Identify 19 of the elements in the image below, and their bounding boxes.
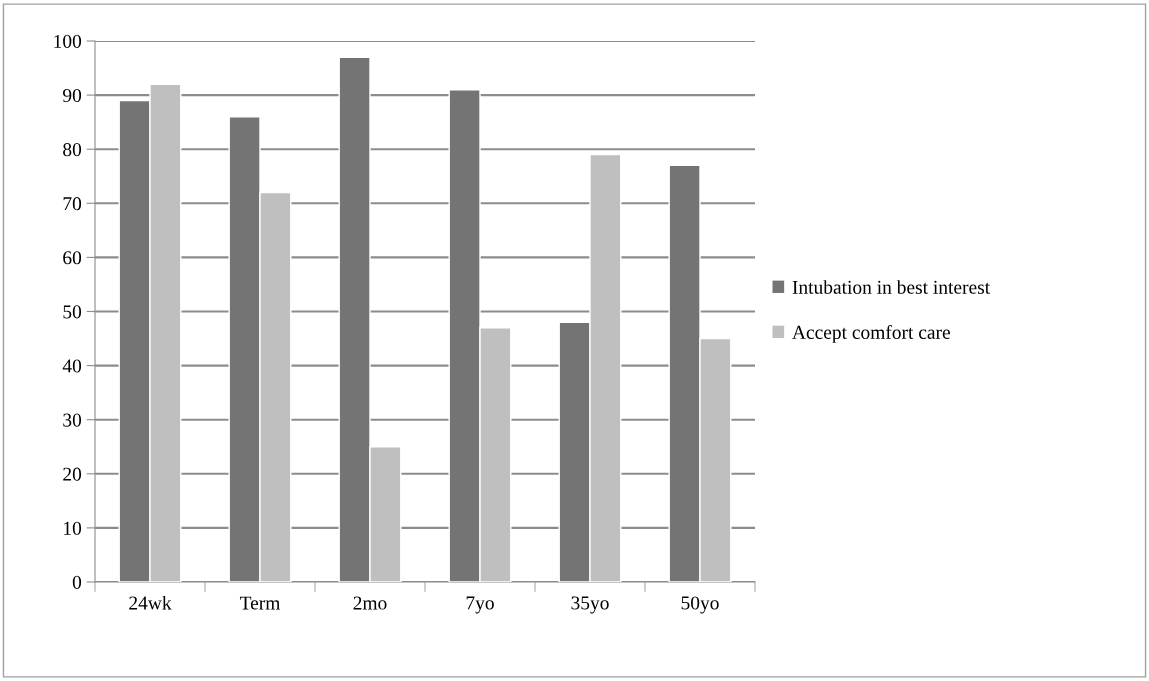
legend-label: Intubation in best interest xyxy=(792,280,991,294)
x-tick-label: 7yo xyxy=(466,596,494,614)
y-tick-label: 100 xyxy=(54,34,82,48)
y-tick-label: 0 xyxy=(72,575,82,589)
x-tick-label: 50yo xyxy=(681,596,719,614)
x-tick-label: 35yo xyxy=(571,596,609,614)
y-tick-label: 20 xyxy=(63,467,82,481)
x-tick-label: Term xyxy=(239,596,281,610)
y-tick-label: 30 xyxy=(63,413,82,427)
y-tick-label: 90 xyxy=(62,88,82,103)
y-tick-label: 40 xyxy=(62,359,82,373)
y-tick-label: 50 xyxy=(63,305,82,319)
y-tick-label: 10 xyxy=(64,521,82,535)
legend-label: Accept comfort care xyxy=(792,325,950,343)
y-tick-label: 80 xyxy=(63,143,82,157)
x-tick-label: 24wk xyxy=(129,595,172,610)
y-tick-label: 60 xyxy=(63,251,82,265)
y-tick-label: 70 xyxy=(63,197,82,211)
x-tick-label: 2mo xyxy=(353,596,387,610)
